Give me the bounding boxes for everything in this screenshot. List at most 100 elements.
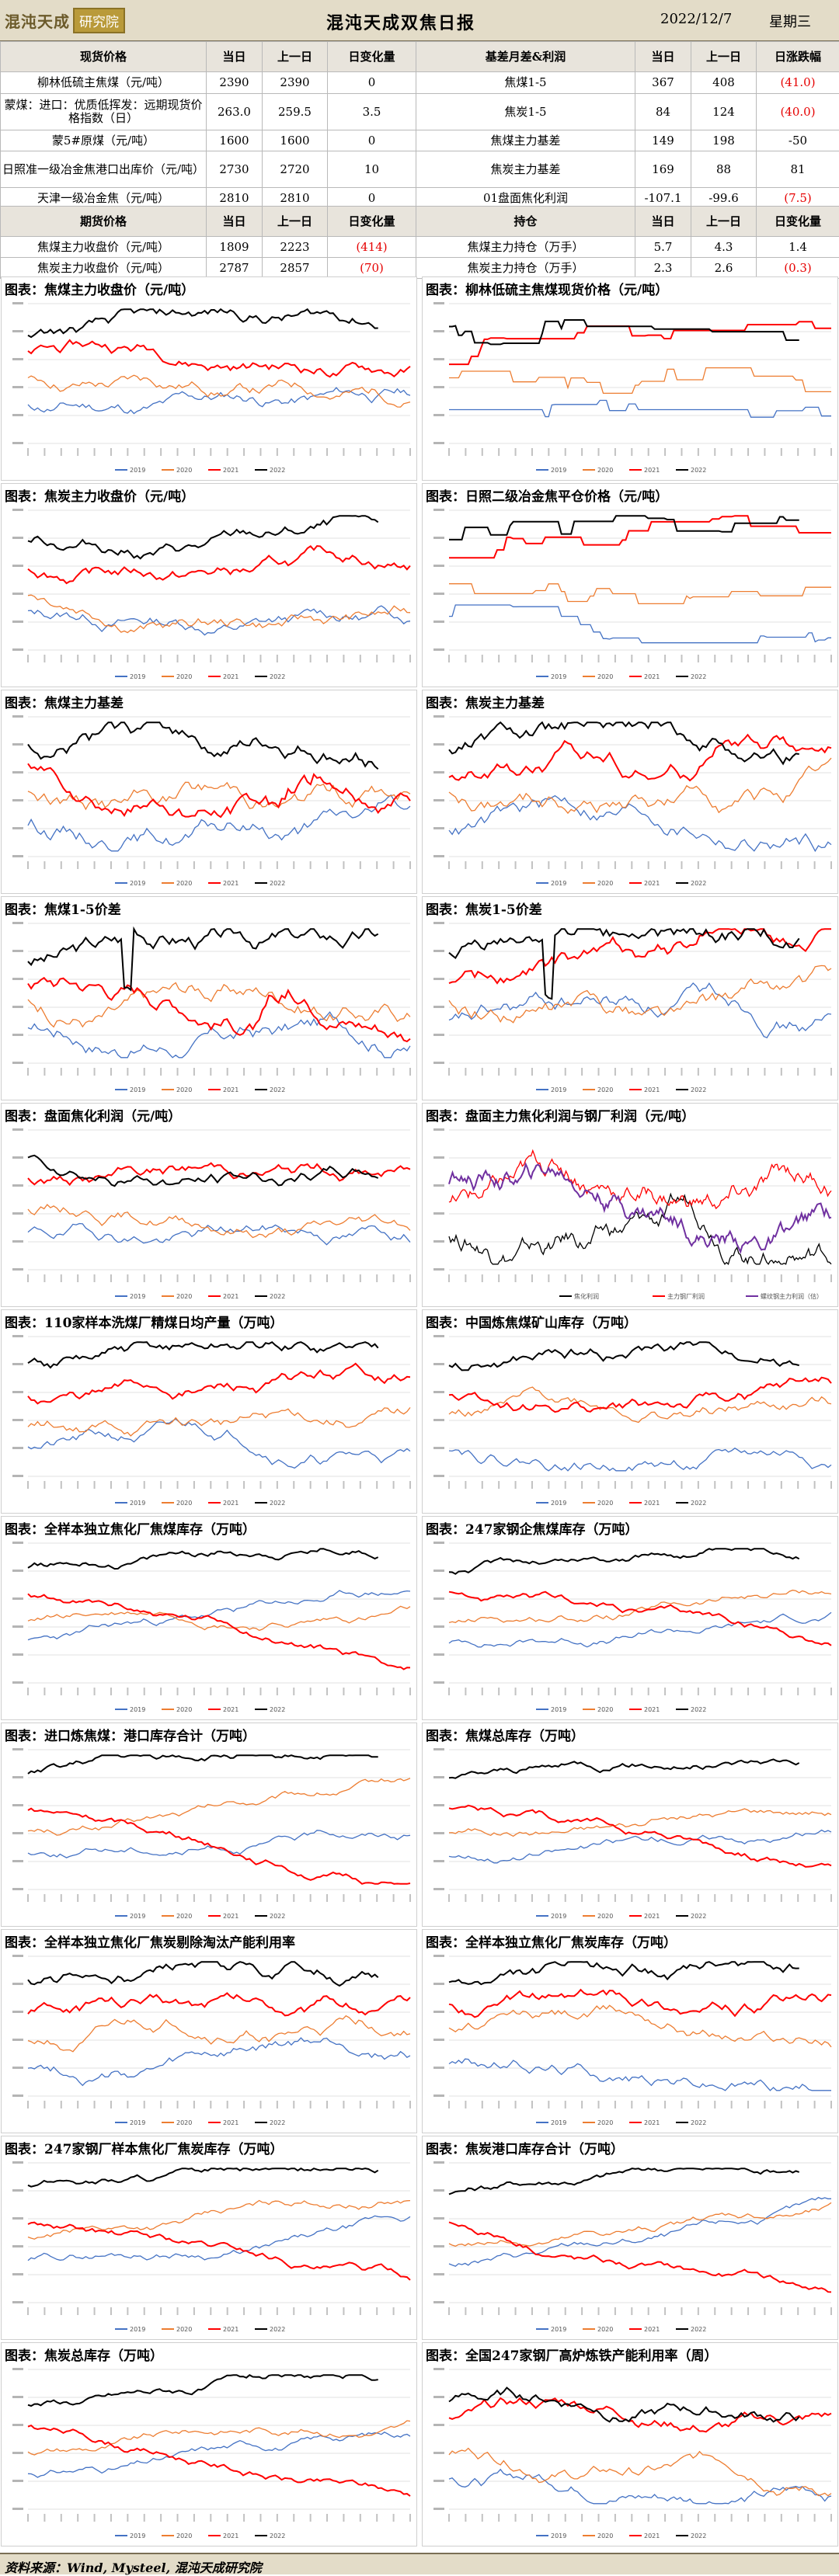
x-tick-mark: [614, 1894, 616, 1902]
x-tick-mark: [160, 2307, 162, 2315]
report-weekday: 星期三: [769, 11, 811, 31]
y-tick-mark: [12, 302, 23, 304]
x-tick-mark: [581, 655, 583, 662]
x-tick-mark: [27, 448, 29, 456]
x-tick-mark: [681, 1688, 682, 1695]
x-tick-mark: [277, 861, 278, 869]
x-tick-mark: [343, 2101, 344, 2108]
legend-label: 2019: [130, 2533, 145, 2539]
legend-label: 2021: [223, 467, 238, 474]
x-tick-mark: [94, 2101, 96, 2108]
series-line: [449, 605, 831, 643]
x-tick-mark: [648, 2514, 649, 2522]
x-tick-mark: [714, 655, 715, 662]
x-tick-mark: [27, 2307, 29, 2315]
series-line: [449, 2168, 799, 2194]
legend-label: 2020: [597, 1706, 613, 1713]
x-tick-mark: [193, 1688, 195, 1695]
x-tick-mark: [44, 1688, 45, 1695]
y-tick-mark: [433, 1681, 444, 1684]
legend-label: 2021: [644, 467, 660, 474]
x-tick-mark: [293, 448, 294, 456]
x-tick-mark: [193, 448, 195, 456]
x-tick-mark: [227, 2307, 228, 2315]
x-tick-mark: [698, 448, 699, 456]
x-tick-mark: [664, 1688, 666, 1695]
x-tick-mark: [326, 2514, 328, 2522]
x-tick-mark: [243, 448, 245, 456]
y-tick-mark: [433, 1983, 444, 1985]
x-tick-mark: [731, 2101, 733, 2108]
x-tick-mark: [781, 2307, 782, 2315]
x-tick-mark: [781, 1068, 782, 1076]
footer: 资料来源：Wind, Mysteel, 混沌天成研究院: [0, 2553, 839, 2574]
legend-label: 2020: [176, 1913, 192, 1920]
y-tick-mark: [12, 565, 23, 567]
y-tick-mark: [433, 442, 444, 444]
x-tick-mark: [565, 655, 566, 662]
series-line: [449, 1830, 831, 1863]
x-tick-mark: [781, 1894, 782, 1902]
y-tick-mark: [12, 2067, 23, 2069]
x-tick-mark: [409, 1894, 411, 1902]
series-line: [28, 2168, 378, 2187]
y-tick-mark: [433, 1570, 444, 1572]
x-tick-mark: [498, 2514, 500, 2522]
x-tick-mark: [293, 1068, 294, 1076]
y-tick-mark: [12, 2039, 23, 2041]
y-tick-mark: [12, 1570, 23, 1572]
y-tick-mark: [433, 2067, 444, 2069]
y-tick-mark: [433, 771, 444, 773]
series-line: [28, 309, 378, 337]
x-tick-mark: [664, 448, 666, 456]
legend-label: 2022: [691, 673, 706, 680]
series-line: [449, 1194, 831, 1264]
y-tick-mark: [433, 978, 444, 980]
legend-label: 2020: [176, 673, 192, 680]
x-tick-mark: [227, 448, 228, 456]
legend-label: 焦化利润: [574, 1292, 599, 1300]
series-line: [28, 1156, 378, 1186]
x-tick-mark: [127, 861, 128, 869]
x-tick-mark: [160, 448, 162, 456]
x-tick-mark: [465, 448, 466, 456]
legend-label: 2020: [176, 1706, 192, 1713]
legend-label: 2020: [597, 2326, 613, 2333]
y-tick-mark: [433, 1391, 444, 1393]
x-tick-mark: [515, 1274, 517, 1282]
x-tick-mark: [110, 2514, 112, 2522]
x-tick-mark: [548, 2101, 549, 2108]
legend-label: 2019: [551, 1500, 566, 1507]
x-tick-mark: [465, 2514, 466, 2522]
legend-label: 2020: [597, 1913, 613, 1920]
legend-label: 2021: [644, 1706, 660, 1713]
y-tick-mark: [12, 771, 23, 773]
x-tick-mark: [614, 655, 616, 662]
x-tick-mark: [581, 1274, 583, 1282]
table1-cell: 169: [635, 151, 691, 188]
y-tick-mark: [433, 386, 444, 388]
y-tick-mark: [433, 1542, 444, 1544]
legend-label: 2019: [130, 1913, 145, 1920]
x-tick-mark: [293, 1481, 294, 1489]
y-tick-mark: [12, 2452, 23, 2454]
x-tick-mark: [360, 2514, 361, 2522]
y-tick-mark: [433, 1156, 444, 1159]
y-tick-mark: [433, 799, 444, 801]
chart-title: 图表：110家样本洗煤厂精煤日均产量（万吨）: [5, 1312, 284, 1331]
x-tick-mark: [565, 1481, 566, 1489]
x-tick-mark: [548, 1481, 549, 1489]
x-tick-mark: [681, 2514, 682, 2522]
y-tick-mark: [12, 799, 23, 801]
x-tick-mark: [177, 1068, 179, 1076]
table2-cell: (0.3): [757, 258, 839, 279]
y-tick-mark: [12, 2424, 23, 2426]
y-tick-mark: [433, 1128, 444, 1131]
x-tick-mark: [27, 1481, 29, 1489]
x-tick-mark: [515, 1481, 517, 1489]
series-line: [28, 1205, 410, 1237]
